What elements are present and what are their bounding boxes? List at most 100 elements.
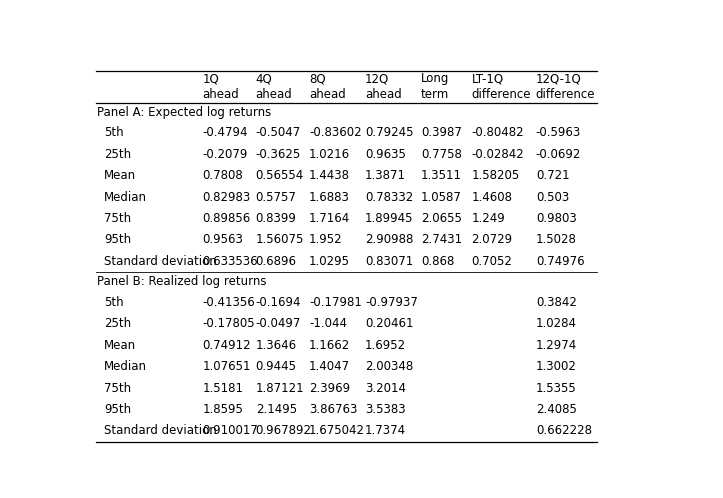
- Text: Panel A: Expected log returns: Panel A: Expected log returns: [97, 106, 271, 119]
- Text: -0.41356: -0.41356: [202, 296, 255, 309]
- Text: 0.89856: 0.89856: [202, 212, 251, 225]
- Text: 0.503: 0.503: [536, 191, 569, 204]
- Text: 12Q
ahead: 12Q ahead: [365, 73, 402, 102]
- Text: -0.80482: -0.80482: [471, 126, 524, 139]
- Text: 1.7164: 1.7164: [309, 212, 350, 225]
- Text: 1.3871: 1.3871: [365, 169, 406, 182]
- Text: -0.17805: -0.17805: [202, 317, 255, 330]
- Text: 1.4438: 1.4438: [309, 169, 350, 182]
- Text: Median: Median: [104, 360, 147, 373]
- Text: 0.9803: 0.9803: [536, 212, 576, 225]
- Text: -0.5047: -0.5047: [256, 126, 301, 139]
- Text: 0.5757: 0.5757: [256, 191, 296, 204]
- Text: Mean: Mean: [104, 169, 136, 182]
- Text: 1.4047: 1.4047: [309, 360, 350, 373]
- Text: 3.2014: 3.2014: [365, 381, 406, 394]
- Text: 0.7052: 0.7052: [471, 255, 513, 268]
- Text: 3.86763: 3.86763: [309, 403, 357, 416]
- Text: 0.662228: 0.662228: [536, 424, 592, 437]
- Text: 0.868: 0.868: [421, 255, 454, 268]
- Text: 12Q-1Q
difference: 12Q-1Q difference: [536, 73, 595, 102]
- Text: -0.83602: -0.83602: [309, 126, 362, 139]
- Text: 1.3646: 1.3646: [256, 339, 297, 352]
- Text: -0.4794: -0.4794: [202, 126, 248, 139]
- Text: -0.3625: -0.3625: [256, 147, 301, 160]
- Text: 2.3969: 2.3969: [309, 381, 350, 394]
- Text: 2.0655: 2.0655: [421, 212, 462, 225]
- Text: -1.044: -1.044: [309, 317, 347, 330]
- Text: 0.79245: 0.79245: [365, 126, 414, 139]
- Text: Long
term: Long term: [421, 73, 449, 102]
- Text: -0.1694: -0.1694: [256, 296, 301, 309]
- Text: 4Q
ahead: 4Q ahead: [256, 73, 292, 102]
- Text: 0.633536: 0.633536: [202, 255, 258, 268]
- Text: Standard deviation: Standard deviation: [104, 255, 217, 268]
- Text: 2.4085: 2.4085: [536, 403, 577, 416]
- Text: 8Q
ahead: 8Q ahead: [309, 73, 346, 102]
- Text: 1.87121: 1.87121: [256, 381, 304, 394]
- Text: 2.00348: 2.00348: [365, 360, 413, 373]
- Text: 3.5383: 3.5383: [365, 403, 406, 416]
- Text: 2.0729: 2.0729: [471, 234, 513, 247]
- Text: 0.56554: 0.56554: [256, 169, 304, 182]
- Text: 0.83071: 0.83071: [365, 255, 413, 268]
- Text: 0.3987: 0.3987: [421, 126, 462, 139]
- Text: -0.0497: -0.0497: [256, 317, 301, 330]
- Text: 1.7374: 1.7374: [365, 424, 406, 437]
- Text: 1.4608: 1.4608: [471, 191, 513, 204]
- Text: 0.3842: 0.3842: [536, 296, 577, 309]
- Text: -0.2079: -0.2079: [202, 147, 248, 160]
- Text: 95th: 95th: [104, 403, 131, 416]
- Text: Standard deviation: Standard deviation: [104, 424, 217, 437]
- Text: 75th: 75th: [104, 381, 131, 394]
- Text: 1Q
ahead: 1Q ahead: [202, 73, 239, 102]
- Text: 0.967892: 0.967892: [256, 424, 312, 437]
- Text: 1.5355: 1.5355: [536, 381, 576, 394]
- Text: 0.7808: 0.7808: [202, 169, 243, 182]
- Text: 95th: 95th: [104, 234, 131, 247]
- Text: 1.5181: 1.5181: [202, 381, 244, 394]
- Text: 1.5028: 1.5028: [536, 234, 577, 247]
- Text: 1.6952: 1.6952: [365, 339, 406, 352]
- Text: 0.8399: 0.8399: [256, 212, 296, 225]
- Text: 25th: 25th: [104, 317, 131, 330]
- Text: 1.89945: 1.89945: [365, 212, 414, 225]
- Text: Median: Median: [104, 191, 147, 204]
- Text: 0.721: 0.721: [536, 169, 570, 182]
- Text: Mean: Mean: [104, 339, 136, 352]
- Text: 2.90988: 2.90988: [365, 234, 414, 247]
- Text: 1.6883: 1.6883: [309, 191, 350, 204]
- Text: 1.0587: 1.0587: [421, 191, 462, 204]
- Text: 0.74912: 0.74912: [202, 339, 251, 352]
- Text: -0.02842: -0.02842: [471, 147, 524, 160]
- Text: 1.58205: 1.58205: [471, 169, 520, 182]
- Text: 2.1495: 2.1495: [256, 403, 297, 416]
- Text: -0.0692: -0.0692: [536, 147, 581, 160]
- Text: Panel B: Realized log returns: Panel B: Realized log returns: [97, 275, 267, 288]
- Text: 1.2974: 1.2974: [536, 339, 577, 352]
- Text: -0.5963: -0.5963: [536, 126, 581, 139]
- Text: 5th: 5th: [104, 296, 124, 309]
- Text: 0.9635: 0.9635: [365, 147, 406, 160]
- Text: 75th: 75th: [104, 212, 131, 225]
- Text: -0.17981: -0.17981: [309, 296, 362, 309]
- Text: 1.07651: 1.07651: [202, 360, 251, 373]
- Text: 0.9563: 0.9563: [202, 234, 244, 247]
- Text: 1.3511: 1.3511: [421, 169, 462, 182]
- Text: 2.7431: 2.7431: [421, 234, 462, 247]
- Text: 0.9445: 0.9445: [256, 360, 296, 373]
- Text: 1.8595: 1.8595: [202, 403, 244, 416]
- Text: 1.0295: 1.0295: [309, 255, 350, 268]
- Text: 1.249: 1.249: [471, 212, 505, 225]
- Text: 0.20461: 0.20461: [365, 317, 414, 330]
- Text: 25th: 25th: [104, 147, 131, 160]
- Text: 1.1662: 1.1662: [309, 339, 350, 352]
- Text: 1.0216: 1.0216: [309, 147, 350, 160]
- Text: 0.910017: 0.910017: [202, 424, 258, 437]
- Text: 1.3002: 1.3002: [536, 360, 577, 373]
- Text: 1.56075: 1.56075: [256, 234, 304, 247]
- Text: LT-1Q
difference: LT-1Q difference: [471, 73, 531, 102]
- Text: 1.0284: 1.0284: [536, 317, 577, 330]
- Text: 0.82983: 0.82983: [202, 191, 251, 204]
- Text: 5th: 5th: [104, 126, 124, 139]
